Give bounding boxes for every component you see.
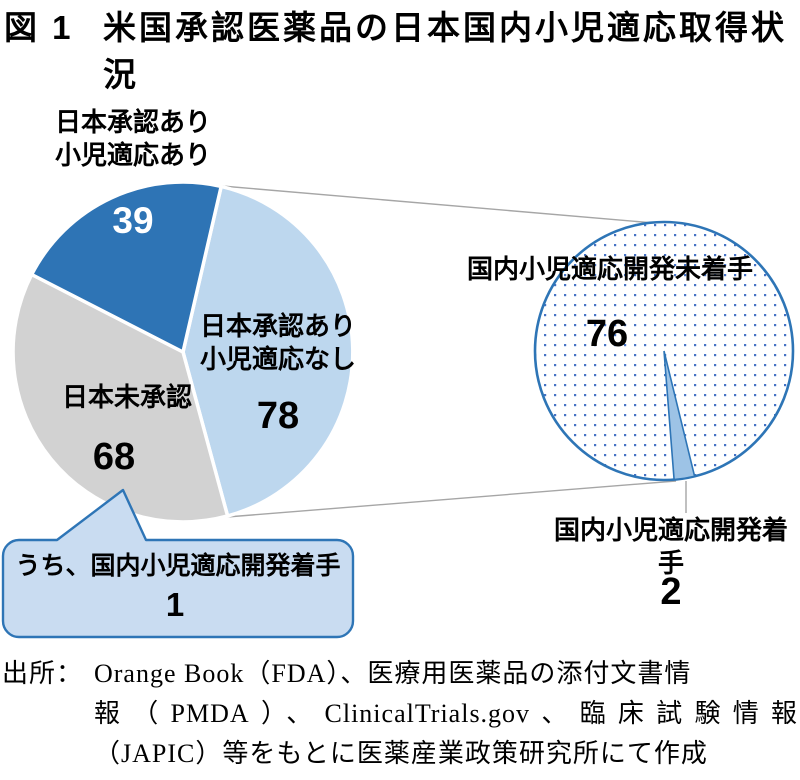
slice-japan-approved-no-pediatric — [181, 184, 355, 518]
source-line-2: 報（PMDA）、ClinicalTrials.gov、臨床試験情報 — [94, 699, 798, 728]
slice-japan-approved-pediatric — [29, 180, 223, 354]
source-line-1: Orange Book（FDA）、医療用医薬品の添付文書情 — [94, 659, 692, 688]
figure-title-text: 米国承認医薬品の日本国内小児適応取得状 況 — [103, 9, 787, 93]
value-development-not-started: 76 — [585, 313, 629, 355]
zoom-connector-top-line — [221, 185, 655, 224]
source-lines: Orange Book（FDA）、医療用医薬品の添付文書情 報（PMDA）、Cl… — [94, 654, 798, 774]
main-pie-chart — [11, 180, 355, 524]
value-japan-approved-no-pediatric: 78 — [256, 395, 300, 437]
source-note: 出所： Orange Book（FDA）、医療用医薬品の添付文書情 報（PMDA… — [2, 654, 798, 774]
value-japan-not-approved: 68 — [92, 436, 136, 478]
slice-japan-not-approved — [11, 272, 230, 524]
value-development-started: 2 — [660, 571, 682, 613]
label-japan-approved-pediatric: 日本承認あり 小児適応あり — [54, 107, 211, 170]
label-development-started: 国内小児適応開発着手 — [553, 515, 788, 578]
value-japan-approved-pediatric: 39 — [112, 200, 154, 241]
callout-value: 1 — [165, 586, 185, 623]
source-line-3: （JAPIC）等をもとに医薬産業政策研究所にて作成 — [94, 739, 708, 768]
label-development-not-started: 国内小児適応開発未着手 — [466, 254, 753, 284]
label-japan-not-approved: 日本未承認 — [61, 382, 192, 412]
label-japan-approved-no-pediatric: 日本承認あり 小児適応なし — [199, 311, 356, 374]
zoom-connector-bottom-line — [226, 480, 677, 518]
source-label: 出所： — [2, 659, 84, 688]
callout-bubble — [1, 488, 355, 639]
callout-text: うち、国内小児適応開発着手 — [15, 552, 341, 580]
detail-pie-chart — [533, 220, 795, 482]
figure-number: 図 1 — [4, 9, 74, 46]
figure-title: 図 1 米国承認医薬品の日本国内小児適応取得状 況 — [4, 4, 800, 98]
detail-wedge-development-started — [663, 350, 696, 481]
